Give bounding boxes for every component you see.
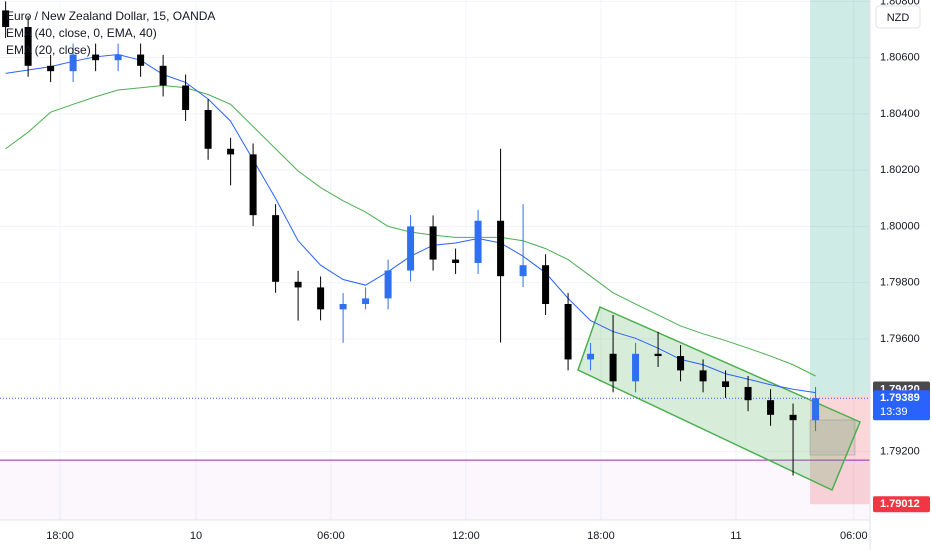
plot xyxy=(0,1,870,476)
candle-body xyxy=(69,54,77,72)
candle-body xyxy=(564,304,572,360)
candle-body xyxy=(137,54,145,66)
currency-box xyxy=(875,5,921,29)
zones xyxy=(0,0,870,520)
position-box xyxy=(809,419,856,456)
candle-body xyxy=(767,400,775,415)
candle-body xyxy=(92,54,100,61)
grid xyxy=(0,0,870,520)
candle-body xyxy=(542,265,550,305)
candle-body xyxy=(294,281,302,288)
candle-body xyxy=(609,353,617,382)
x-tick-label: 12:00 xyxy=(452,530,480,542)
candle-body xyxy=(519,265,527,277)
candle-body xyxy=(407,226,415,271)
candle-body xyxy=(812,398,820,421)
candle-body xyxy=(114,54,122,61)
y-tick-label: 1.80600 xyxy=(880,52,920,64)
candle-body xyxy=(317,287,325,310)
x-tick-label: 06:00 xyxy=(840,530,868,542)
legend-entry: EMA (20, close) xyxy=(6,43,91,57)
candle-body xyxy=(429,226,437,260)
candle-body xyxy=(474,220,482,263)
y-tick-label: 1.80000 xyxy=(880,220,920,232)
candle-body xyxy=(789,414,797,421)
channel-drawing xyxy=(577,305,861,492)
x-tick-label: 10 xyxy=(190,530,202,542)
candle-body xyxy=(182,85,190,110)
price-label: 1.79012 xyxy=(880,498,920,510)
candle-body xyxy=(24,26,32,66)
candle-body xyxy=(497,220,505,277)
candle-body xyxy=(2,10,10,27)
price-axis xyxy=(870,0,932,550)
candle-body xyxy=(677,356,685,371)
chart-title: Euro / New Zealand Dollar, 15, OANDA xyxy=(6,9,215,23)
candle-body xyxy=(47,65,55,72)
shaded-zone xyxy=(0,460,870,520)
x-tick-label: 06:00 xyxy=(317,530,345,542)
price-label: 1.79389 xyxy=(880,392,920,404)
candle-body xyxy=(249,154,257,216)
candle-body xyxy=(159,65,167,86)
currency-label: NZD xyxy=(887,12,910,24)
legend-entry: EMA (40, close, 0, EMA, 40) xyxy=(6,26,157,40)
price-label-bg xyxy=(873,390,930,421)
candle-body xyxy=(632,353,640,382)
candle-body xyxy=(699,370,707,382)
y-tick-label: 1.80400 xyxy=(880,108,920,120)
y-tick-label: 1.80800 xyxy=(880,0,920,7)
x-tick-label: 18:00 xyxy=(587,530,615,542)
candle-body xyxy=(654,353,662,357)
x-tick-label: 18:00 xyxy=(46,530,74,542)
y-tick-label: 1.79200 xyxy=(880,445,920,457)
candle-body xyxy=(384,270,392,299)
candle-body xyxy=(362,298,370,305)
candle-body xyxy=(272,215,280,282)
target-zone xyxy=(810,0,870,396)
candle-body xyxy=(204,109,212,149)
candle-body xyxy=(722,381,730,387)
candle-body xyxy=(744,386,752,401)
candle-body xyxy=(587,353,595,360)
countdown: 13:39 xyxy=(880,406,908,418)
candle-body xyxy=(452,259,460,263)
y-tick-label: 1.79600 xyxy=(880,333,920,345)
candle-body xyxy=(227,148,235,155)
y-tick-label: 1.80200 xyxy=(880,164,920,176)
time-axis xyxy=(0,520,870,550)
x-tick-label: 11 xyxy=(730,530,741,542)
candle-body xyxy=(339,304,347,310)
y-tick-label: 1.79800 xyxy=(880,277,920,289)
price-label-bg xyxy=(873,496,930,513)
